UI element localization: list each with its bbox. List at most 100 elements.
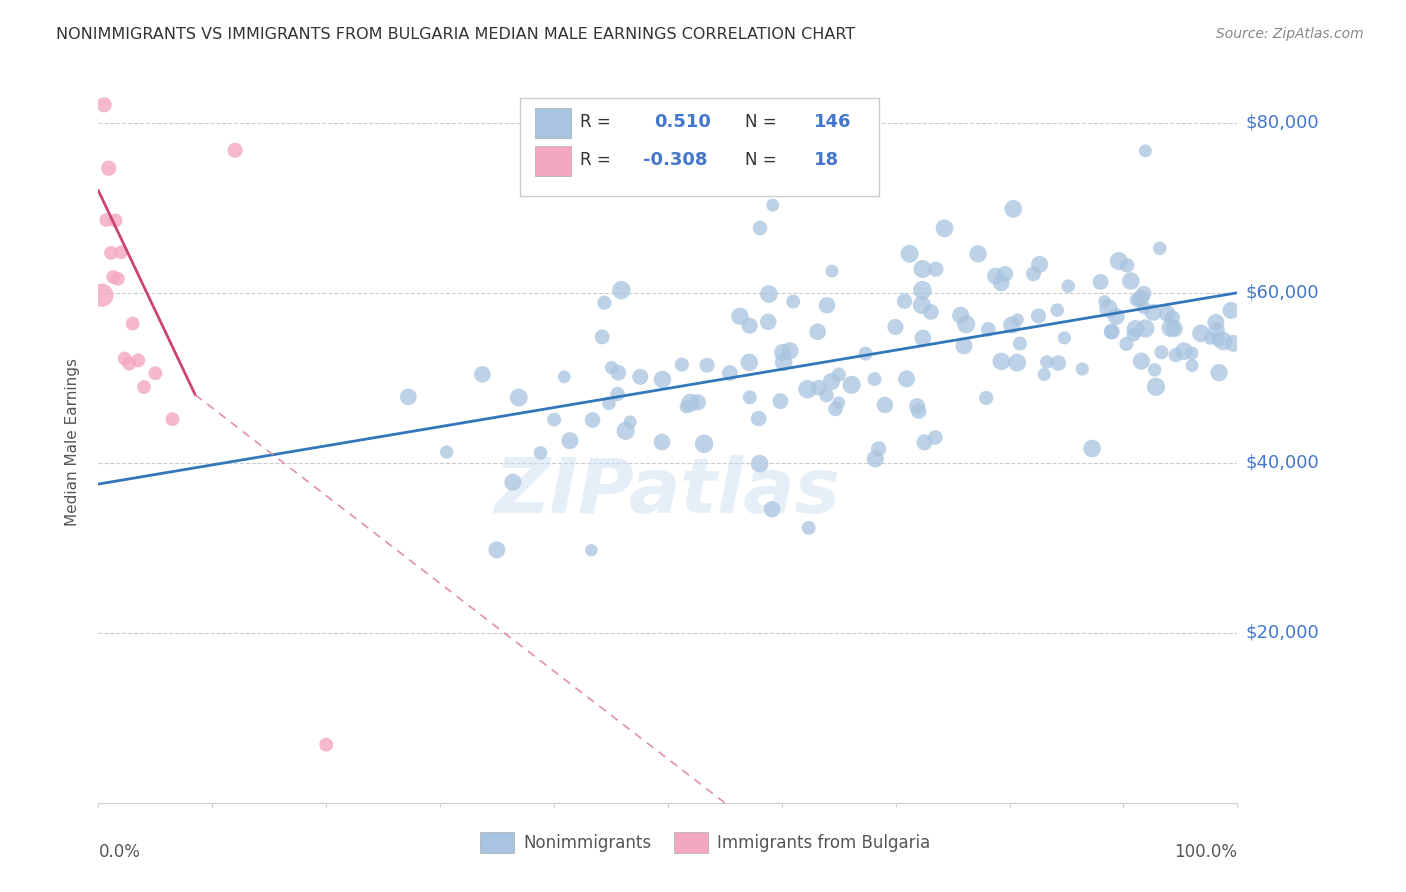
Point (679, 396, 702, 410)
Point (925, 262, 948, 277)
Point (772, 345, 794, 359)
Point (581, 413, 603, 427)
Point (1071, 362, 1094, 376)
Point (911, 262, 934, 277)
Point (614, 424, 637, 438)
Point (1007, 312, 1029, 326)
Text: $60,000: $60,000 (1246, 284, 1319, 301)
Point (145, 366, 167, 380)
Text: ZIPatlas: ZIPatlas (495, 455, 841, 529)
Point (914, 435, 936, 450)
Point (772, 355, 794, 369)
Point (820, 375, 842, 389)
Point (543, 412, 565, 426)
FancyBboxPatch shape (479, 831, 515, 854)
Point (1119, 274, 1142, 288)
Point (807, 381, 830, 395)
Point (1205, 324, 1227, 338)
Point (553, 369, 575, 384)
Point (396, 390, 419, 404)
Point (127, 353, 149, 368)
Point (761, 502, 783, 516)
Point (1101, 325, 1123, 339)
Point (100, 246, 122, 260)
Point (1047, 356, 1070, 370)
Point (693, 437, 716, 451)
Point (1028, 309, 1050, 323)
Point (1161, 310, 1184, 325)
Point (651, 435, 673, 450)
Point (815, 298, 838, 312)
Point (758, 287, 780, 301)
Y-axis label: Median Male Earnings: Median Male Earnings (65, 358, 80, 525)
Point (738, 355, 761, 369)
Text: Nonimmigrants: Nonimmigrants (523, 833, 651, 852)
Point (1163, 322, 1185, 336)
Point (1105, 310, 1128, 324)
Point (974, 391, 997, 405)
Point (118, 357, 141, 371)
Point (873, 398, 896, 412)
Point (1116, 259, 1139, 273)
Point (1181, 359, 1204, 373)
Point (1057, 279, 1080, 293)
Point (1002, 202, 1025, 216)
Point (1125, 293, 1147, 307)
Point (1212, 334, 1234, 348)
Point (696, 358, 718, 372)
Point (855, 346, 877, 360)
Point (1005, 356, 1028, 370)
Point (990, 276, 1012, 290)
Point (949, 308, 972, 322)
Point (107, 271, 129, 285)
Point (1129, 291, 1152, 305)
Point (898, 247, 921, 261)
Point (907, 404, 929, 418)
Point (558, 434, 581, 448)
Point (628, 369, 651, 384)
Text: NONIMMIGRANTS VS IMMIGRANTS FROM BULGARIA MEDIAN MALE EARNINGS CORRELATION CHART: NONIMMIGRANTS VS IMMIGRANTS FROM BULGARI… (56, 27, 855, 42)
Point (748, 457, 770, 471)
Point (1099, 325, 1122, 339)
Point (841, 377, 863, 392)
Text: 100.0%: 100.0% (1174, 843, 1237, 861)
Text: R =: R = (581, 152, 612, 169)
Text: -0.308: -0.308 (643, 152, 707, 169)
Point (1222, 336, 1244, 351)
FancyBboxPatch shape (673, 831, 707, 854)
Point (1133, 286, 1156, 301)
Point (807, 325, 830, 339)
Point (868, 442, 890, 456)
Text: N =: N = (745, 152, 778, 169)
Point (828, 368, 851, 382)
Text: $20,000: $20,000 (1246, 624, 1319, 642)
Point (769, 394, 792, 409)
Point (1122, 327, 1144, 342)
Point (598, 396, 620, 410)
Point (132, 380, 155, 394)
Point (104, 213, 127, 227)
Point (718, 366, 741, 380)
Point (955, 317, 977, 331)
Text: N =: N = (745, 113, 778, 131)
Point (924, 431, 946, 445)
Point (686, 395, 709, 409)
Point (581, 543, 603, 558)
Text: Source: ZipAtlas.com: Source: ZipAtlas.com (1216, 27, 1364, 41)
Point (782, 294, 804, 309)
Point (1189, 326, 1212, 341)
Point (1164, 348, 1187, 362)
Point (1181, 346, 1204, 360)
Point (863, 372, 886, 386)
Point (162, 412, 184, 426)
Point (920, 305, 942, 319)
Point (953, 339, 976, 353)
Point (1033, 368, 1056, 382)
Point (502, 475, 524, 490)
Point (728, 310, 751, 324)
Point (675, 400, 697, 414)
Point (1001, 318, 1024, 332)
FancyBboxPatch shape (534, 108, 571, 138)
Text: 146: 146 (814, 113, 851, 131)
Point (671, 358, 693, 372)
